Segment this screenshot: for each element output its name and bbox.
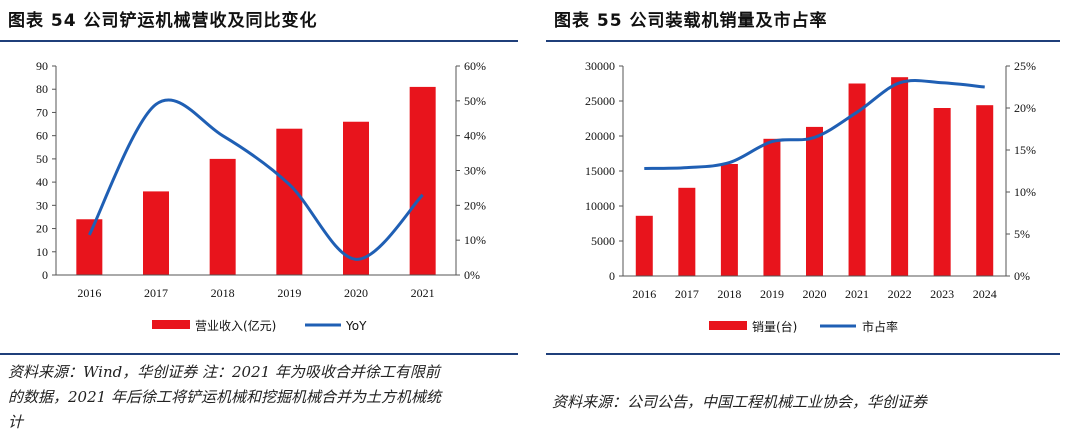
- bar-2020: [343, 121, 369, 275]
- right-chart: 0 5000 10000 15000 20000 25000 30000 0% 5% 10% 15%…: [585, 59, 1036, 334]
- right-note-line-1: 资料来源：公司公告，中国工程机械工业协会，华创证券: [552, 393, 928, 411]
- left-tick-label: 60: [36, 129, 48, 143]
- x-tick-label: 2017: [675, 287, 699, 301]
- left-tick-label: 20: [36, 222, 48, 236]
- right-bottom-rule: [546, 353, 1060, 355]
- legend-label: 销量(台): [752, 319, 797, 334]
- left-chart-title: 图表 54 公司铲运机械营收及同比变化: [8, 11, 318, 31]
- x-tick-label: 2020: [803, 287, 827, 301]
- legend-label: YoY: [345, 319, 367, 333]
- bar-2023: [933, 108, 951, 276]
- left-tick-label: 10: [36, 245, 48, 259]
- right-chart-title: 图表 55 公司装载机销量及市占率: [554, 11, 828, 31]
- right-title-rule: [546, 40, 1060, 42]
- bar-2021: [848, 83, 866, 276]
- left-note-line-3: 计: [8, 413, 24, 431]
- x-tick-label: 2021: [845, 287, 869, 301]
- left-chart: 0 10 20 30 40 50 60 70 80 90 0% 10% 20% 30% 40% 50% 60% 2…: [36, 59, 486, 333]
- bar-2021: [409, 86, 436, 276]
- bar-2018: [720, 164, 738, 276]
- legend-swatch-bar: [152, 320, 190, 329]
- x-tick-label: 2016: [77, 286, 101, 300]
- left-tick-label: 50: [36, 152, 48, 166]
- left-bottom-rule: [0, 353, 518, 355]
- x-tick-label: 2016: [632, 287, 656, 301]
- left-note-line-2: 的数据，2021 年后徐工将铲运机械和挖掘机械合并为土方机械统: [8, 388, 441, 406]
- left-tick-label: 20000: [585, 129, 615, 143]
- x-tick-label: 2017: [144, 286, 168, 300]
- x-tick-label: 2024: [973, 287, 997, 301]
- left-tick-label: 10000: [585, 199, 615, 213]
- x-tick-label: 2018: [211, 286, 235, 300]
- bar-2022: [891, 77, 909, 276]
- left-tick-label: 25000: [585, 94, 615, 108]
- left-tick-label: 5000: [591, 234, 615, 248]
- left-tick-label: 30000: [585, 59, 615, 73]
- bar-2017: [678, 187, 696, 276]
- left-tick-label: 0: [42, 268, 48, 282]
- left-note-line-1: 资料来源：Wind，华创证券 注：2021 年为吸收合并徐工有限前: [8, 363, 440, 381]
- right-tick-label: 20%: [1014, 101, 1036, 115]
- series-line-YoY: [87, 98, 424, 261]
- left-title-rule: [0, 40, 518, 42]
- bar-2020: [806, 126, 823, 277]
- left-tick-label: 70: [36, 105, 48, 119]
- x-tick-label: 2018: [717, 287, 741, 301]
- x-tick-label: 2021: [411, 286, 435, 300]
- legend-swatch-bar: [709, 321, 747, 330]
- left-tick-label: 0: [609, 269, 615, 283]
- bar-2017: [143, 191, 169, 275]
- bar-2018: [209, 158, 236, 275]
- right-tick-label: 50%: [464, 94, 486, 108]
- bar-2016: [76, 219, 103, 275]
- right-tick-label: 5%: [1014, 227, 1030, 241]
- right-tick-label: 60%: [464, 59, 486, 73]
- left-tick-label: 30: [36, 198, 48, 212]
- right-tick-label: 0%: [464, 268, 480, 282]
- right-source-note: 资料来源：公司公告，中国工程机械工业协会，华创证券: [552, 390, 1062, 415]
- left-tick-label: 15000: [585, 164, 615, 178]
- right-tick-label: 25%: [1014, 59, 1036, 73]
- bar-2019: [763, 138, 781, 276]
- x-tick-label: 2019: [760, 287, 784, 301]
- bar-2016: [635, 215, 653, 276]
- left-tick-label: 80: [36, 82, 48, 96]
- legend-label: 营业收入(亿元): [195, 318, 276, 333]
- left-tick-label: 40: [36, 175, 48, 189]
- right-tick-label: 10%: [464, 233, 486, 247]
- x-tick-label: 2022: [888, 287, 912, 301]
- right-tick-label: 20%: [464, 198, 486, 212]
- right-tick-label: 30%: [464, 164, 486, 178]
- legend-label: 市占率: [862, 319, 898, 334]
- bar-2024: [976, 105, 994, 276]
- right-tick-label: 0%: [1014, 269, 1030, 283]
- right-tick-label: 40%: [464, 129, 486, 143]
- right-tick-label: 10%: [1014, 185, 1036, 199]
- x-tick-label: 2020: [344, 286, 368, 300]
- left-source-note: 资料来源：Wind，华创证券 注：2021 年为吸收合并徐工有限前 的数据，20…: [8, 360, 518, 435]
- right-tick-label: 15%: [1014, 143, 1036, 157]
- left-tick-label: 90: [36, 59, 48, 73]
- x-tick-label: 2019: [277, 286, 301, 300]
- x-tick-label: 2023: [930, 287, 954, 301]
- bar-2019: [276, 128, 303, 275]
